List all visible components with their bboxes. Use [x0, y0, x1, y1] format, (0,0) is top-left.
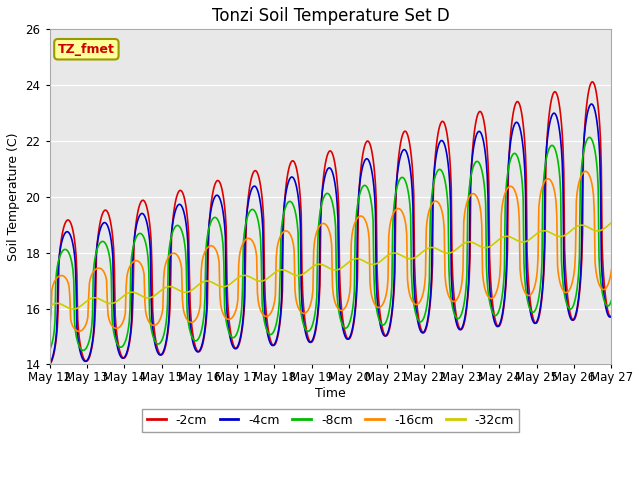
-16cm: [76, 328, 83, 334]
-4cm: [114, 345, 122, 350]
-8cm: [586, 134, 593, 140]
-4cm: [588, 101, 595, 107]
-32cm: [201, 278, 209, 284]
-8cm: [79, 348, 87, 353]
-8cm: [201, 293, 209, 299]
Legend: -2cm, -4cm, -8cm, -16cm, -32cm: -2cm, -4cm, -8cm, -16cm, -32cm: [142, 409, 519, 432]
Line: -16cm: -16cm: [49, 171, 611, 331]
Y-axis label: Soil Temperature (C): Soil Temperature (C): [7, 132, 20, 261]
-32cm: [115, 298, 122, 303]
-32cm: [69, 306, 77, 312]
-16cm: [416, 299, 424, 304]
-2cm: [56, 251, 63, 256]
-16cm: [582, 168, 589, 174]
-16cm: [56, 273, 63, 279]
-32cm: [400, 254, 408, 260]
-2cm: [171, 204, 179, 209]
-8cm: [607, 298, 615, 303]
-2cm: [607, 314, 615, 320]
Title: Tonzi Soil Temperature Set D: Tonzi Soil Temperature Set D: [212, 7, 449, 25]
-32cm: [607, 220, 615, 226]
-32cm: [45, 303, 53, 309]
Line: -4cm: -4cm: [49, 104, 611, 364]
-2cm: [589, 79, 596, 85]
-2cm: [114, 337, 122, 343]
-4cm: [200, 331, 208, 336]
-16cm: [607, 267, 615, 273]
Text: TZ_fmet: TZ_fmet: [58, 43, 115, 56]
-16cm: [115, 325, 122, 331]
Line: -8cm: -8cm: [49, 137, 611, 350]
-2cm: [399, 131, 406, 137]
-2cm: [415, 319, 423, 324]
Line: -2cm: -2cm: [49, 82, 611, 364]
-32cm: [416, 251, 424, 257]
-16cm: [172, 251, 179, 257]
-4cm: [45, 361, 53, 367]
-16cm: [201, 249, 209, 254]
-4cm: [56, 250, 63, 256]
-32cm: [56, 301, 63, 307]
X-axis label: Time: Time: [315, 387, 346, 400]
-4cm: [171, 211, 179, 216]
-16cm: [45, 322, 53, 328]
-2cm: [200, 333, 208, 339]
-8cm: [400, 175, 408, 181]
-8cm: [172, 224, 179, 229]
-2cm: [45, 361, 53, 367]
-8cm: [416, 319, 424, 324]
-32cm: [172, 286, 179, 291]
-8cm: [45, 347, 53, 353]
-4cm: [415, 324, 423, 330]
-4cm: [607, 313, 615, 319]
-8cm: [115, 343, 122, 348]
-8cm: [56, 254, 63, 260]
Line: -32cm: -32cm: [49, 223, 611, 309]
-4cm: [399, 148, 406, 154]
-16cm: [400, 212, 408, 218]
